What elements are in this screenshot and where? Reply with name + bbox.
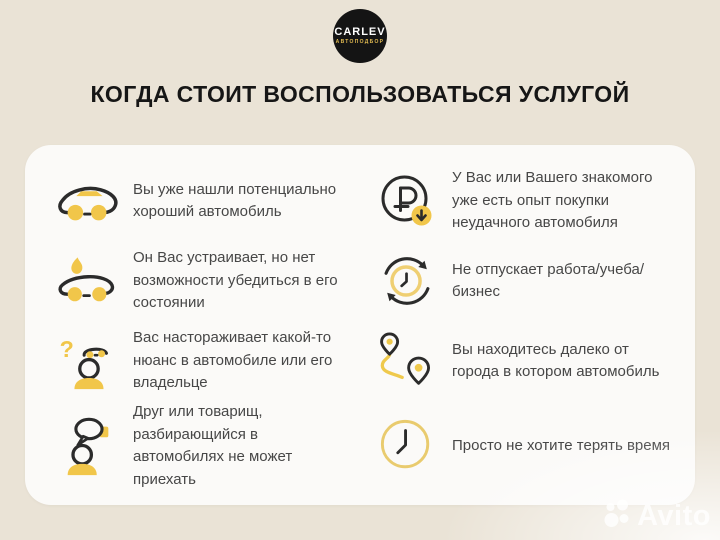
list-item-text: У Вас или Вашего знакомого уже есть опыт… <box>452 169 653 232</box>
page-title: КОГДА СТОИТ ВОСПОЛЬЗОВАТЬСЯ УСЛУГОЙ <box>90 81 630 107</box>
watermark-text: Avito <box>637 500 711 532</box>
list-item-text: Не отпускает работа/учеба/бизнес <box>452 260 645 301</box>
list-item: Просто не хотите терять время <box>374 401 671 491</box>
logo-subtitle: АВТОПОДБОР <box>335 39 385 45</box>
route-pins-icon <box>374 329 440 393</box>
clock-refresh-icon <box>374 249 440 313</box>
list-item: Друг или товарищ, разбирающийся в автомо… <box>55 401 352 491</box>
avito-logo-icon <box>603 499 633 534</box>
list-item: Он Вас устраивает, но нет возможности уб… <box>55 241 352 321</box>
ruble-discount-icon <box>374 169 440 233</box>
list-item-text: Просто не хотите терять время <box>452 436 671 454</box>
list-item-text: Он Вас устраивает, но нет возможности уб… <box>133 249 338 312</box>
list-item: Не отпускает работа/учеба/бизнес <box>374 241 671 321</box>
list-item: Вы находитесь далеко от города в котором… <box>374 321 671 401</box>
carlev-logo: CARLEV АВТОПОДБОР <box>333 9 387 63</box>
car-icon <box>55 169 121 233</box>
reasons-card: Вы уже нашли потенциально хороший автомо… <box>25 145 695 505</box>
list-item: ? Вас настораживает какой-то нюанс в авт… <box>55 321 352 401</box>
list-item: У Вас или Вашего знакомого уже есть опыт… <box>374 161 671 241</box>
person-question-icon: ? <box>55 329 121 393</box>
svg-text:?: ? <box>60 336 74 362</box>
car-fire-icon <box>55 249 121 313</box>
list-item-text: Вы находитесь далеко от города в котором… <box>452 340 660 381</box>
person-chat-icon <box>55 414 121 478</box>
list-item-text: Вас настораживает какой-то нюанс в автом… <box>133 329 333 392</box>
list-item-text: Друг или товарищ, разбирающийся в автомо… <box>133 403 293 488</box>
clock-icon <box>374 414 440 478</box>
list-item: Вы уже нашли потенциально хороший автомо… <box>55 161 352 241</box>
avito-watermark: Avito <box>603 499 711 534</box>
logo-name: CARLEV <box>334 26 386 38</box>
list-item-text: Вы уже нашли потенциально хороший автомо… <box>133 180 337 221</box>
